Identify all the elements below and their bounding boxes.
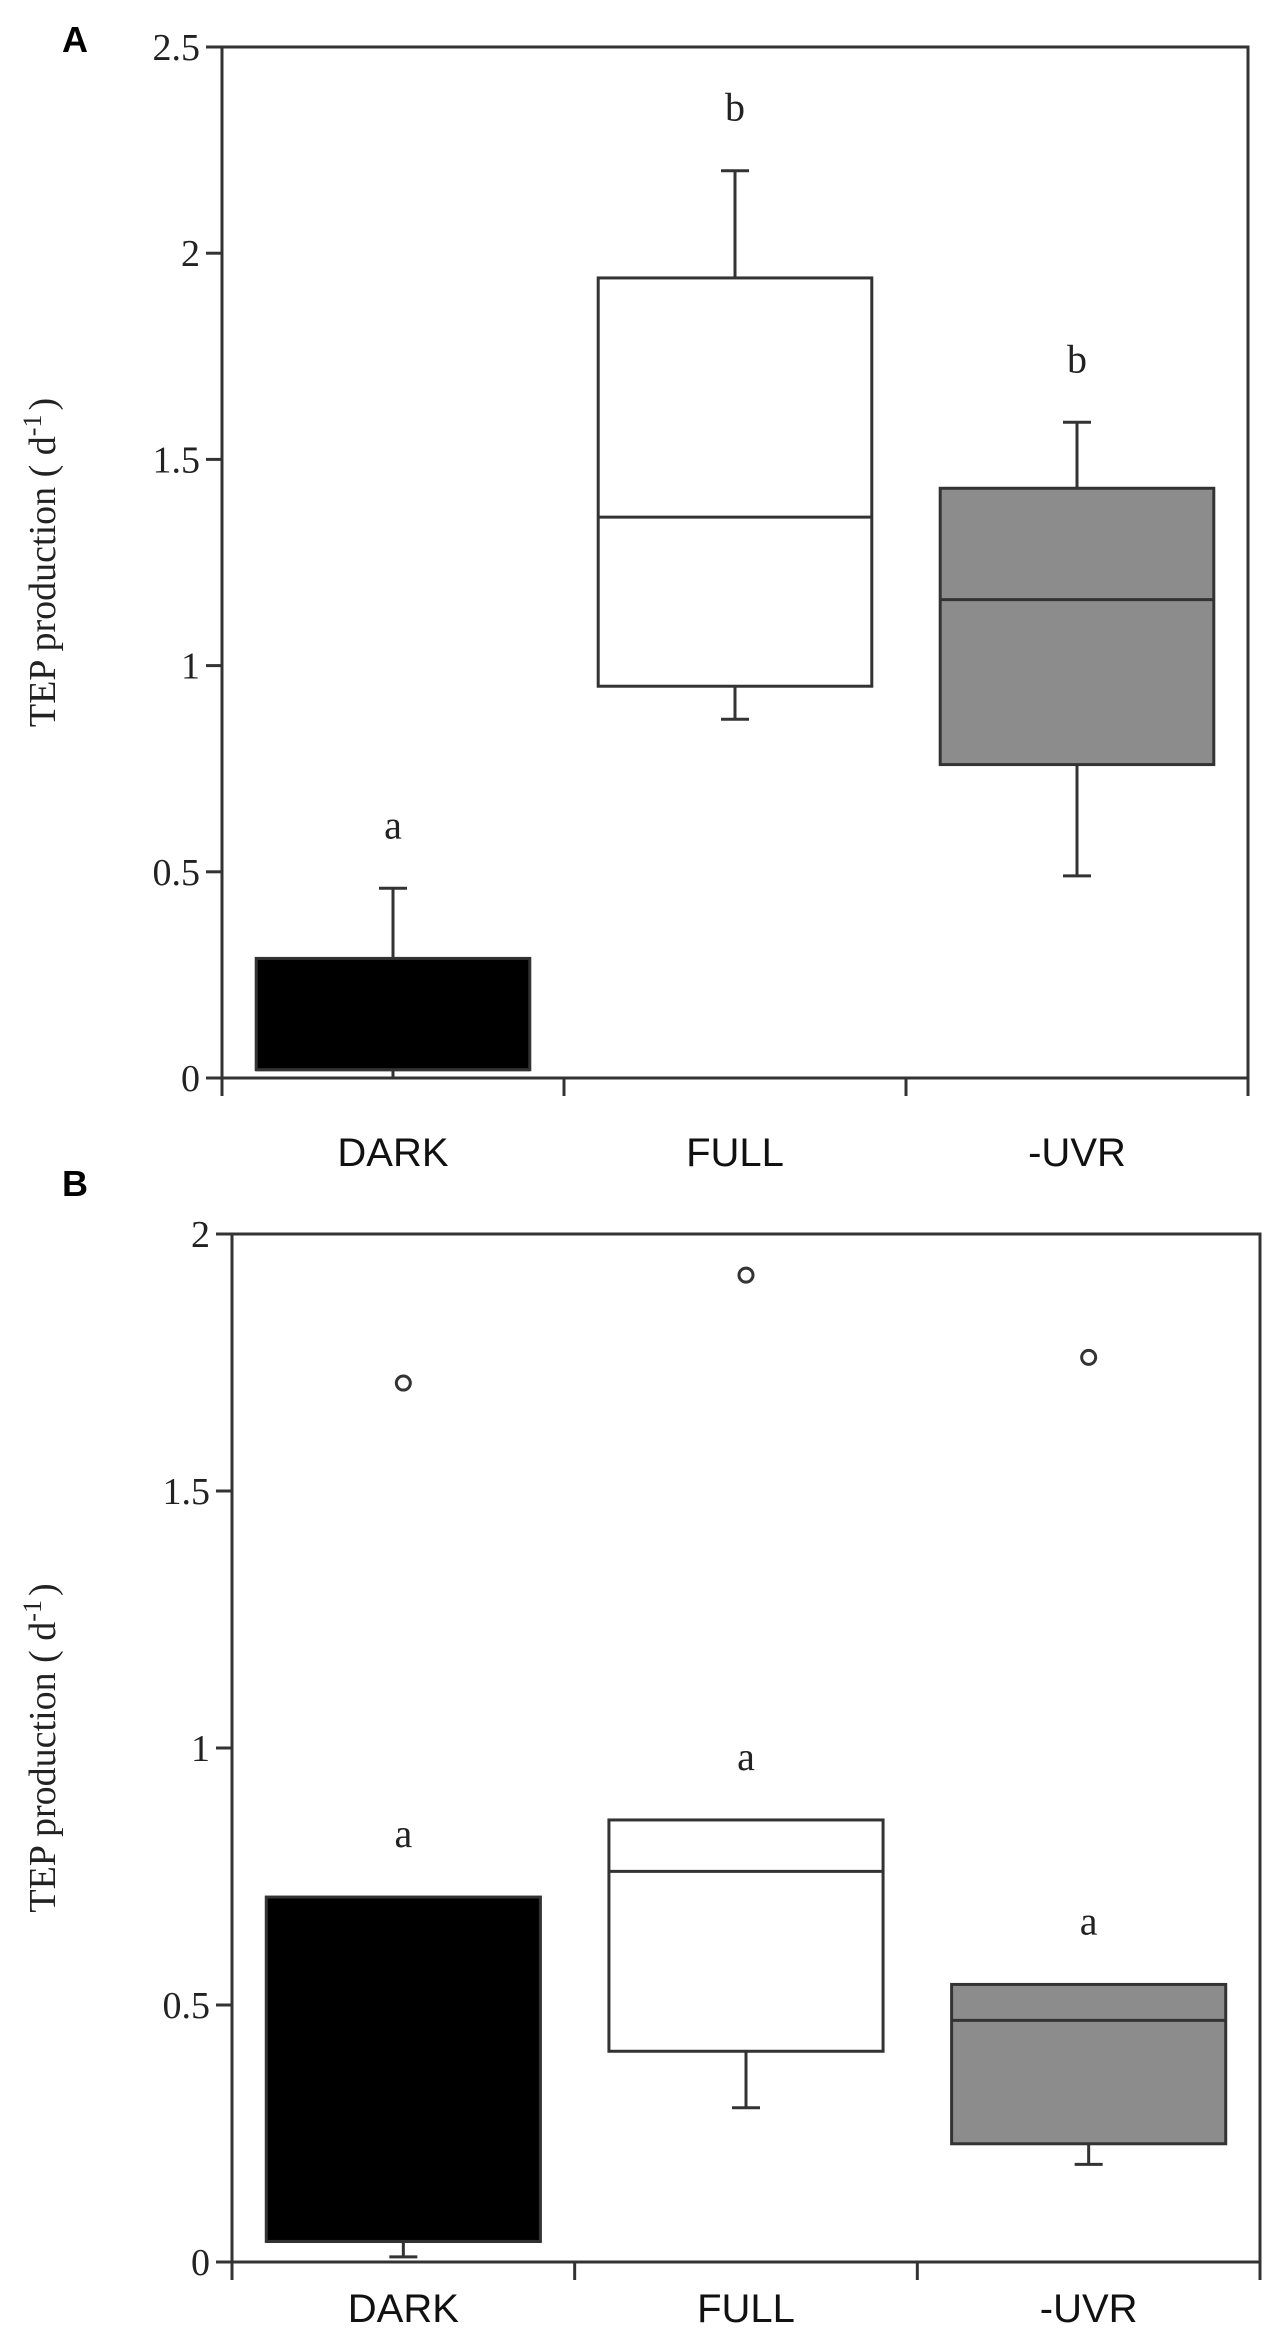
y-axis-title-close: ) (22, 398, 64, 411)
y-tick-label: 0 (191, 2242, 210, 2284)
y-axis-title-main: TEP production ( d (22, 1622, 64, 1913)
box-uvr: b (938, 336, 1216, 878)
panel-a: A 0 0.5 1 1.5 2 2.5 DARK FULL -UVR TEP production … (18, 19, 1250, 1175)
significance-letter: a (384, 802, 402, 847)
plot-frame (220, 45, 1250, 1080)
y-axis-title: TEP production ( d-1) (18, 1583, 64, 1912)
y-axis-title-main: TEP production ( d (22, 436, 64, 727)
y-axis-title: TEP production ( d-1) (18, 398, 64, 727)
y-tick-label: 2.5 (153, 27, 201, 69)
y-axis-title-close: ) (22, 1583, 64, 1596)
box-body (607, 1818, 885, 2053)
box-full: a (607, 1266, 885, 2110)
y-tick-label: 2 (191, 1214, 210, 1256)
box-dark: a (264, 1374, 542, 2259)
y-tick-label: 0 (181, 1058, 200, 1100)
significance-letter: b (1067, 336, 1087, 381)
y-tick-label: 0.5 (163, 1985, 211, 2027)
box-uvr: a (950, 1348, 1228, 2166)
significance-letter: a (737, 1734, 755, 1779)
box-body (264, 1895, 542, 2243)
y-axis-title-sup: -1 (18, 1600, 47, 1622)
x-category-label: -UVR (1040, 2287, 1138, 2331)
y-tick-label: 2 (181, 233, 200, 275)
box-body (596, 276, 874, 688)
x-category-label: DARK (337, 1131, 448, 1175)
y-tick-label: 1 (191, 1728, 210, 1770)
box-body (950, 1982, 1228, 2146)
y-tick-label: 0.5 (153, 852, 201, 894)
x-category-label: FULL (697, 2287, 795, 2331)
y-tick-label: 1.5 (163, 1471, 211, 1513)
y-tick-label: 1.5 (153, 439, 201, 481)
significance-letter: a (394, 1811, 412, 1856)
panel-label: A (62, 19, 88, 60)
box-body (254, 956, 532, 1072)
outlier-point (737, 1266, 755, 1284)
x-category-label: -UVR (1028, 1131, 1126, 1175)
y-tick-label: 1 (181, 646, 200, 688)
panel-b: B 0 0.5 1 1.5 2 DARK FULL -UVR TEP production ( d… (18, 1163, 1262, 2331)
box-full: b (596, 85, 874, 721)
x-category-label: DARK (348, 2287, 459, 2331)
box-dark: a (254, 802, 532, 1080)
y-axis-title-sup: -1 (18, 415, 47, 437)
significance-letter: a (1080, 1898, 1098, 1943)
panel-label: B (62, 1163, 88, 1204)
outlier-point (394, 1374, 412, 1392)
box-body (938, 486, 1216, 767)
outlier-point (1080, 1348, 1098, 1366)
x-category-label: FULL (686, 1131, 784, 1175)
significance-letter: b (725, 85, 745, 130)
